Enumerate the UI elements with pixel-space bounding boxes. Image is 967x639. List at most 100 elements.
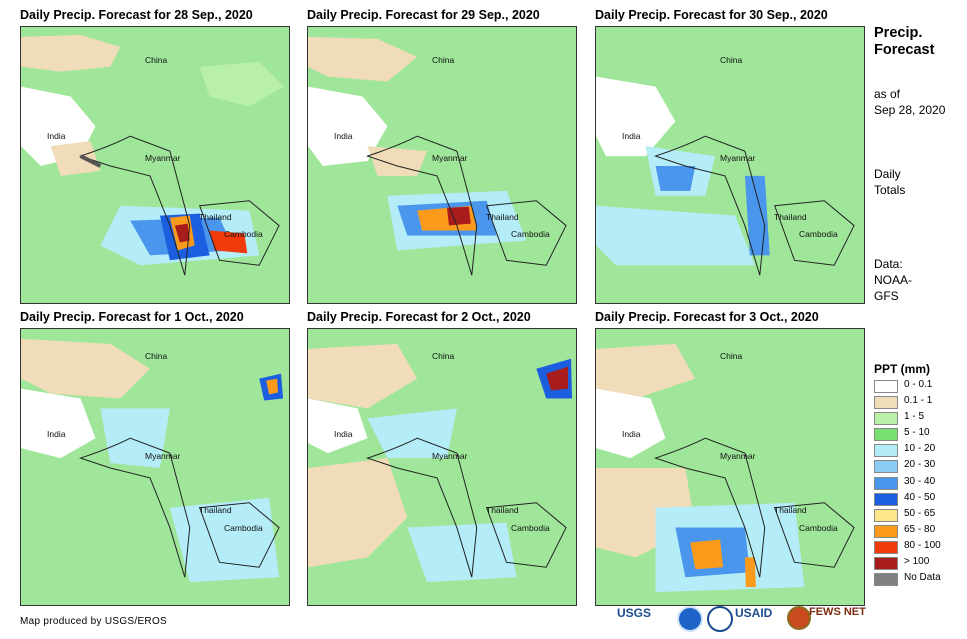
- label-cambodia: Cambodia: [799, 523, 838, 533]
- label-cambodia: Cambodia: [511, 229, 550, 239]
- daily-totals: Daily Totals: [874, 166, 905, 198]
- fewsnet-logo: FEWS NET: [809, 606, 866, 618]
- legend-item: 5 - 10: [874, 426, 964, 442]
- label-india: India: [622, 131, 641, 141]
- legend-label: 5 - 10: [904, 427, 930, 439]
- precip-map-graphic: [308, 27, 576, 303]
- legend-swatch: [874, 508, 898, 522]
- legend-rows: 0 - 0.1 0.1 - 1 1 - 5 5 - 10 10 - 20 20 - 30 3…: [874, 378, 964, 587]
- label-thailand: Thailand: [486, 212, 519, 222]
- panel-title: Daily Precip. Forecast for 1 Oct., 2020: [20, 310, 244, 324]
- precip-map: China India Myanmar Thailand Cambodia: [595, 328, 865, 606]
- precip-map: China India Myanmar Thailand Cambodia: [307, 26, 577, 304]
- precip-map-graphic: [21, 329, 289, 605]
- label-india: India: [622, 429, 641, 439]
- legend-label: 65 - 80: [904, 523, 936, 535]
- data-line1: Data:: [874, 257, 903, 271]
- label-myanmar: Myanmar: [145, 153, 181, 163]
- legend-label: 80 - 100: [904, 539, 941, 551]
- legend-item: > 100: [874, 555, 964, 571]
- forecast-panel-29-sep: Daily Precip. Forecast for 29 Sep., 2020…: [307, 7, 577, 304]
- legend-label: > 100: [904, 556, 930, 568]
- label-cambodia: Cambodia: [799, 229, 838, 239]
- daily-line1: Daily: [874, 167, 901, 181]
- label-china: China: [432, 351, 455, 361]
- legend-item: 50 - 65: [874, 507, 964, 523]
- label-china: China: [145, 55, 168, 65]
- legend-swatch: [874, 396, 898, 410]
- label-thailand: Thailand: [774, 505, 807, 515]
- agency-logos: USGS USAID FEWS NET: [617, 606, 867, 636]
- precip-map: China India Myanmar Thailand Cambodia: [307, 328, 577, 606]
- usgs-logo: USGS: [617, 606, 652, 620]
- legend-swatch: [874, 460, 898, 474]
- precip-map: China India Myanmar Thailand Cambodia: [20, 328, 290, 606]
- legend-swatch: [874, 380, 898, 393]
- label-cambodia: Cambodia: [224, 229, 263, 239]
- label-india: India: [334, 429, 353, 439]
- label-thailand: Thailand: [199, 505, 232, 515]
- legend-item: 0 - 0.1: [874, 378, 964, 394]
- forecast-panel-28-sep: Daily Precip. Forecast for 28 Sep., 2020…: [20, 7, 290, 304]
- fewsnet-globe-icon: [787, 606, 811, 630]
- legend-item: 1 - 5: [874, 410, 964, 426]
- precip-map-graphic: [308, 329, 576, 605]
- legend-title: PPT (mm): [874, 362, 931, 376]
- legend-label: 20 - 30: [904, 459, 936, 471]
- sidebar-title-line1: Precip.: [874, 25, 923, 41]
- legend-label: 40 - 50: [904, 491, 936, 503]
- sidebar-title: Precip. Forecast: [874, 25, 934, 59]
- data-line3: GFS: [874, 289, 899, 303]
- legend-swatch: [874, 428, 898, 442]
- noaa-icon: [677, 606, 703, 632]
- label-thailand: Thailand: [199, 212, 232, 222]
- label-cambodia: Cambodia: [511, 523, 550, 533]
- forecast-panel-3-oct: Daily Precip. Forecast for 3 Oct., 2020 …: [595, 309, 865, 606]
- label-myanmar: Myanmar: [145, 451, 181, 461]
- precip-map-graphic: [596, 329, 864, 605]
- data-line2: NOAA-: [874, 273, 913, 287]
- legend-item: 65 - 80: [874, 523, 964, 539]
- legend-item: 10 - 20: [874, 442, 964, 458]
- label-myanmar: Myanmar: [432, 153, 468, 163]
- panel-title: Daily Precip. Forecast for 29 Sep., 2020: [307, 8, 540, 22]
- precip-map-graphic: [596, 27, 864, 303]
- label-china: China: [720, 55, 743, 65]
- forecast-panel-30-sep: Daily Precip. Forecast for 30 Sep., 2020…: [595, 7, 865, 304]
- label-india: India: [47, 131, 66, 141]
- label-cambodia: Cambodia: [224, 523, 263, 533]
- label-china: China: [145, 351, 168, 361]
- precip-map: China India Myanmar Thailand Cambodia: [20, 26, 290, 304]
- as-of-line1: as of: [874, 87, 901, 101]
- legend-item: 40 - 50: [874, 491, 964, 507]
- legend-label: No Data: [904, 572, 941, 584]
- map-credit: Map produced by USGS/EROS: [20, 616, 168, 627]
- forecast-panel-2-oct: Daily Precip. Forecast for 2 Oct., 2020 …: [307, 309, 577, 606]
- legend-swatch: [874, 476, 898, 490]
- legend-item: 80 - 100: [874, 539, 964, 555]
- label-india: India: [334, 131, 353, 141]
- precip-map: China India Myanmar Thailand Cambodia: [595, 26, 865, 304]
- sidebar-title-line2: Forecast: [874, 42, 935, 58]
- legend-swatch: [874, 444, 898, 458]
- legend-label: 0.1 - 1: [904, 395, 933, 407]
- label-myanmar: Myanmar: [720, 153, 756, 163]
- label-myanmar: Myanmar: [432, 451, 468, 461]
- legend-swatch: [874, 573, 898, 587]
- label-myanmar: Myanmar: [720, 451, 756, 461]
- as-of-line2: Sep 28, 2020: [874, 103, 946, 117]
- legend-label: 1 - 5: [904, 411, 925, 423]
- label-thailand: Thailand: [774, 212, 807, 222]
- forecast-panel-1-oct: Daily Precip. Forecast for 1 Oct., 2020 …: [20, 309, 290, 606]
- panel-title: Daily Precip. Forecast for 28 Sep., 2020: [20, 8, 253, 22]
- label-thailand: Thailand: [486, 505, 519, 515]
- legend-swatch: [874, 412, 898, 426]
- daily-line2: Totals: [874, 183, 906, 197]
- legend-label: 30 - 40: [904, 475, 936, 487]
- panel-title: Daily Precip. Forecast for 3 Oct., 2020: [595, 310, 819, 324]
- legend-swatch: [874, 524, 898, 538]
- legend-label: 50 - 65: [904, 507, 936, 519]
- precip-map-graphic: [21, 27, 289, 303]
- label-china: China: [720, 351, 743, 361]
- usaid-seal-icon: [707, 606, 733, 632]
